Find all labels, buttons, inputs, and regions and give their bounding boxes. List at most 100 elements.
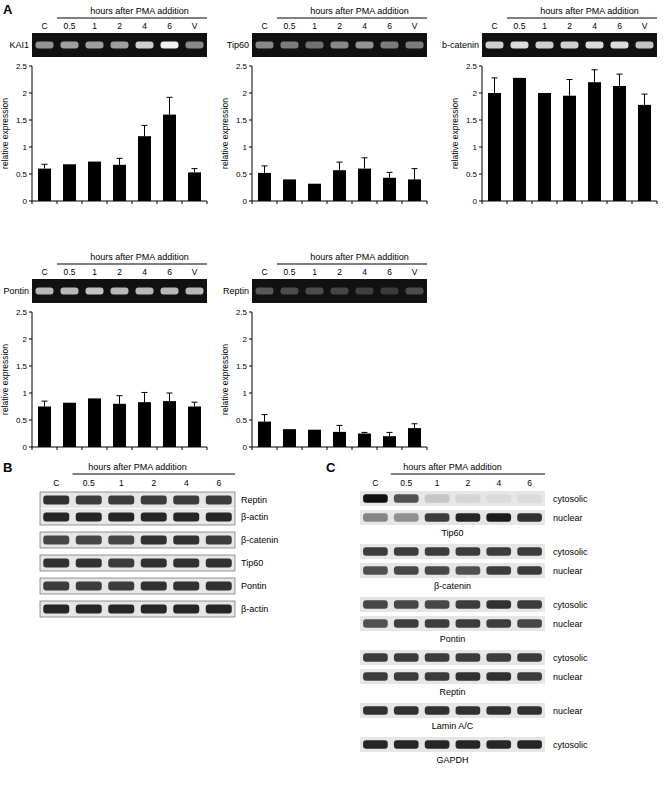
category-label: 2 [117, 267, 122, 277]
blot-band [43, 536, 69, 545]
category-label: 1 [312, 21, 317, 31]
bar [358, 434, 371, 448]
x-tick [657, 201, 658, 204]
error-bar [567, 80, 573, 96]
gel-band [86, 42, 104, 49]
blot-band [206, 513, 232, 522]
y-tick-label: 2 [473, 89, 478, 98]
blot-band [76, 496, 102, 505]
y-tick-label: 1.5 [236, 116, 248, 125]
category-label: 0.5 [284, 267, 296, 277]
blot-band [76, 605, 102, 614]
lane-label: 1 [435, 478, 440, 488]
x-tick [57, 201, 58, 204]
bar [113, 165, 126, 201]
subtitle: hours after PMA addition [310, 252, 409, 262]
category-label: V [412, 21, 418, 31]
blot-band [43, 496, 69, 505]
y-tick-label: 0 [23, 197, 28, 206]
y-tick-label: 0.5 [16, 170, 28, 179]
blot-frame [40, 601, 235, 617]
x-tick [277, 447, 278, 450]
category-label: 0.5 [64, 267, 76, 277]
y-tick-label: 0.5 [466, 170, 478, 179]
header-line [391, 473, 545, 474]
error-bar [387, 172, 393, 177]
x-tick [532, 201, 533, 204]
title: KAI1 [9, 40, 29, 50]
blot-background [360, 544, 545, 559]
gel-band [36, 288, 54, 295]
error-bar [262, 415, 268, 422]
blot-band [425, 653, 450, 661]
bar [138, 402, 151, 447]
category-label: 6 [167, 267, 172, 277]
x-tick [32, 201, 33, 204]
bar [88, 398, 101, 447]
x-axis [32, 201, 207, 202]
x-tick [82, 447, 83, 450]
blot-frame [40, 578, 235, 594]
x-tick [132, 201, 133, 204]
blot-band [456, 600, 481, 608]
protein-label: Pontin [440, 634, 466, 644]
blot-band [76, 536, 102, 545]
blot-background [40, 555, 235, 571]
blot-band [517, 619, 542, 627]
x-tick [182, 201, 183, 204]
blot-band [394, 600, 419, 608]
x-tick [557, 201, 558, 204]
title: Reptin [223, 286, 249, 296]
category-label: 1 [92, 21, 97, 31]
blot-background [360, 737, 545, 752]
gel-band [381, 42, 399, 49]
lane-label: 1 [119, 478, 124, 488]
panel-label: B [3, 460, 12, 475]
x-tick [482, 201, 483, 204]
gel-band [136, 42, 154, 49]
header-line [57, 263, 207, 264]
y-tick-label: 0 [23, 443, 28, 452]
bar [113, 404, 126, 447]
blot-label: Tip60 [241, 558, 263, 568]
gel-band [61, 42, 79, 49]
marks [258, 158, 421, 201]
x-axis [252, 447, 427, 448]
gel-band [281, 288, 299, 295]
blot-band [425, 566, 450, 574]
bar [258, 173, 271, 201]
blot-band [173, 513, 199, 522]
blot-background [40, 578, 235, 594]
y-tick-label: 2 [243, 89, 248, 98]
gel-band [611, 42, 629, 49]
subtitle: hours after PMA addition [310, 6, 409, 16]
blot-band [363, 653, 388, 661]
x-tick [107, 201, 108, 204]
blot-band [173, 536, 199, 545]
lane-label: C [372, 478, 378, 488]
fraction-label: nuclear [553, 513, 583, 523]
gel-band [331, 42, 349, 49]
category-label: 1 [92, 267, 97, 277]
y-tick-label: 1 [243, 389, 248, 398]
marks [488, 70, 651, 201]
blot-band [363, 600, 388, 608]
bar [283, 429, 296, 447]
fraction-label: cytosolic [553, 494, 588, 504]
bar [383, 436, 396, 447]
y-tick-label: 1.5 [236, 362, 248, 371]
bar [613, 86, 626, 201]
blot-band [363, 740, 388, 748]
blot-band [108, 605, 134, 614]
blot-band [456, 706, 481, 714]
blot-band [141, 496, 167, 505]
category-label: 6 [617, 21, 622, 31]
header: hours after PMA addition [403, 462, 502, 472]
category-label: 1 [312, 267, 317, 277]
error-bar [642, 94, 648, 105]
error-bar [262, 166, 268, 173]
chart: hours after PMA additionC0.51246VPontin0… [0, 252, 207, 452]
category-label: 6 [387, 267, 392, 277]
panel-b: Bhours after PMA additionC0.51246Reptinβ… [3, 460, 278, 617]
blot-band [206, 536, 232, 545]
